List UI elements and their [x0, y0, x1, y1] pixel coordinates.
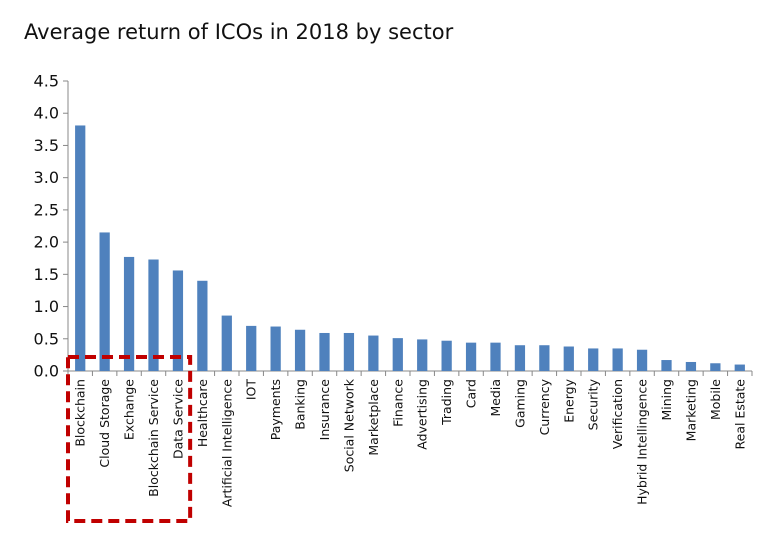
bars — [75, 125, 745, 371]
y-tick-label: 3.0 — [34, 168, 59, 187]
category-label: Payments — [268, 379, 283, 440]
y-tick-label: 2.0 — [34, 233, 59, 252]
bar — [221, 315, 232, 371]
bar — [123, 256, 135, 371]
category-label: Social Network — [341, 378, 356, 472]
category-label: Card — [464, 379, 479, 408]
category-label: Blockchain — [73, 379, 88, 447]
category-label: Currency — [537, 378, 552, 435]
category-label: Exchange — [122, 379, 137, 440]
y-tick-label: 1.0 — [34, 297, 59, 316]
category-label: Finance — [390, 379, 405, 427]
bar — [392, 338, 403, 371]
category-label: Blockchain Service — [146, 379, 161, 497]
category-label: Artificial Intelligence — [219, 379, 234, 507]
category-label: Security — [586, 378, 601, 430]
bar — [172, 270, 184, 371]
y-tick-label: 3.5 — [34, 136, 59, 155]
bar — [270, 326, 281, 371]
y-tick-label: 4.0 — [34, 104, 59, 123]
bar — [368, 335, 379, 371]
category-label: Marketplace — [366, 379, 381, 456]
bar — [148, 259, 159, 371]
category-label: Marketing — [683, 379, 698, 441]
category-label: Hybrid Intellingence — [635, 379, 650, 505]
bar — [490, 342, 501, 371]
category-label: Verification — [610, 379, 625, 449]
category-label: Banking — [293, 379, 308, 430]
category-label: Media — [488, 379, 503, 417]
category-label: Healthcare — [195, 379, 210, 447]
bar — [563, 346, 574, 371]
y-axis: 0.0 0.5 1.0 1.5 2.0 2.5 3.0 3.5 4.0 4.5 — [34, 72, 69, 381]
bar — [685, 361, 697, 371]
bar — [197, 280, 208, 371]
highlight-box — [66, 355, 193, 523]
category-label: IOT — [244, 379, 259, 401]
highlight-layer — [66, 355, 193, 523]
bar — [343, 332, 355, 371]
y-tick-label: 4.5 — [34, 72, 59, 91]
x-axis — [67, 370, 753, 376]
y-tick-label: 2.5 — [34, 200, 59, 219]
category-label: Advertising — [415, 379, 430, 450]
bar — [734, 364, 745, 371]
bar — [710, 363, 721, 371]
category-label: Cloud Storage — [97, 379, 112, 468]
chart-title: Average return of ICOs in 2018 by sector — [24, 20, 454, 44]
y-tick-label: 0.5 — [34, 329, 59, 348]
category-label: Real Estate — [732, 379, 747, 450]
category-label: Data Service — [170, 379, 185, 459]
bar — [99, 232, 110, 371]
bar — [661, 360, 672, 371]
bar — [319, 332, 330, 371]
bar — [588, 348, 599, 371]
category-label: Mining — [659, 379, 674, 421]
bar — [539, 345, 550, 371]
category-labels: Blockchain Cloud Storage Exchange Blockchai… — [73, 378, 748, 507]
bar — [636, 349, 648, 371]
bar — [612, 348, 623, 371]
bar — [441, 340, 452, 371]
category-label: Trading — [439, 379, 454, 426]
bar — [294, 329, 306, 371]
bar — [246, 325, 257, 371]
category-label: Energy — [561, 378, 576, 422]
bar — [514, 345, 526, 371]
category-label: Mobile — [708, 379, 723, 420]
bar — [417, 339, 428, 371]
category-label: Insurance — [317, 379, 332, 441]
bar — [465, 342, 477, 371]
y-tick-label: 1.5 — [34, 265, 59, 284]
bar — [75, 125, 86, 371]
category-label: Gaming — [512, 379, 527, 428]
y-tick-label: 0.0 — [34, 362, 59, 381]
